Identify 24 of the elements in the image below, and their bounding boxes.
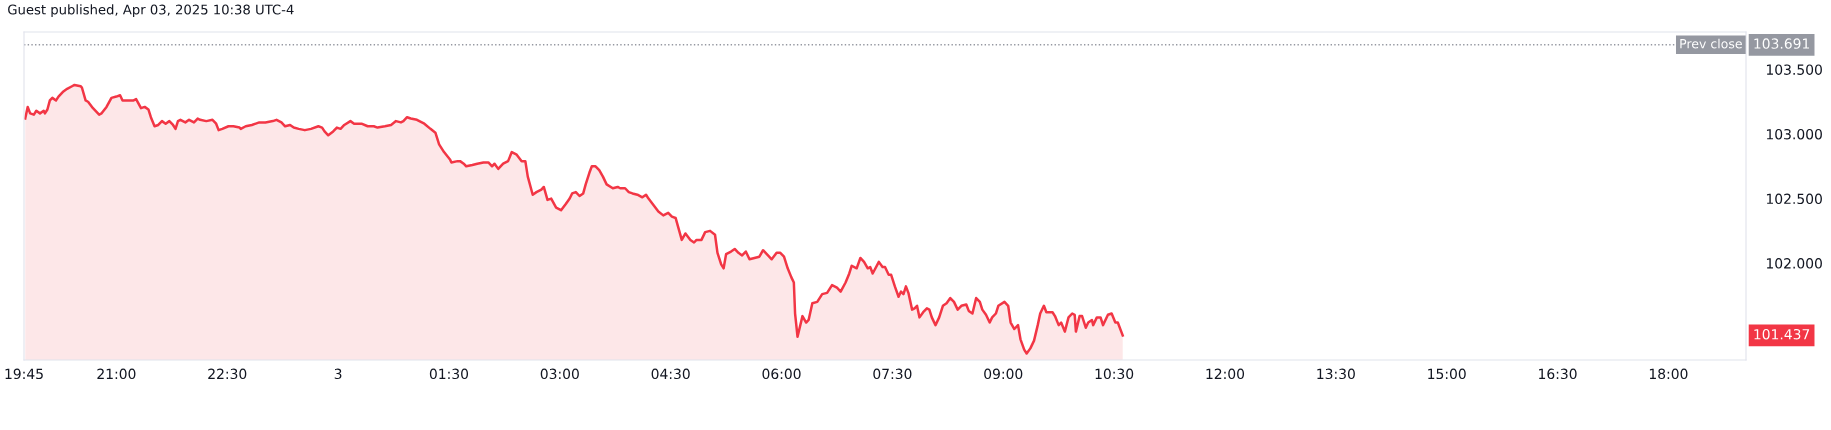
y-tick-label: 102.000 — [1766, 258, 1822, 269]
y-tick-label: 102.500 — [1766, 193, 1822, 205]
y-tick-label: 103.500 — [1766, 64, 1822, 75]
x-tick-label: 07:30 — [873, 368, 912, 380]
x-tick-label: 21:00 — [97, 368, 136, 380]
text: 101.437 — [1754, 328, 1810, 340]
x-tick-label: 04:30 — [651, 368, 690, 380]
x-tick-label: 18:00 — [1649, 368, 1688, 380]
chart-title: Guest published, Apr 03, 2025 10:38 UTC-4 — [8, 4, 294, 18]
x-tick-label: 10:30 — [1095, 368, 1134, 380]
y-tick-label: 103.000 — [1766, 128, 1822, 140]
ref-line-label: Prev close — [1680, 38, 1742, 49]
x-tick-label: 09:00 — [984, 368, 1023, 380]
x-tick-label: 12:00 — [1206, 368, 1245, 380]
x-tick-label: 22:30 — [208, 368, 247, 380]
x-tick-label: 16:30 — [1539, 368, 1577, 380]
x-tick-label: 13:30 — [1317, 368, 1355, 380]
x-tick-label: 15:00 — [1428, 368, 1466, 380]
x-tick-label: 19:45 — [5, 368, 43, 380]
x-tick-label: 03:00 — [540, 368, 579, 380]
x-tick-label: 3 — [334, 368, 342, 380]
x-tick-label: 01:30 — [429, 368, 469, 380]
text: 103.691 — [1754, 38, 1810, 49]
x-tick-label: 06:00 — [762, 368, 801, 380]
